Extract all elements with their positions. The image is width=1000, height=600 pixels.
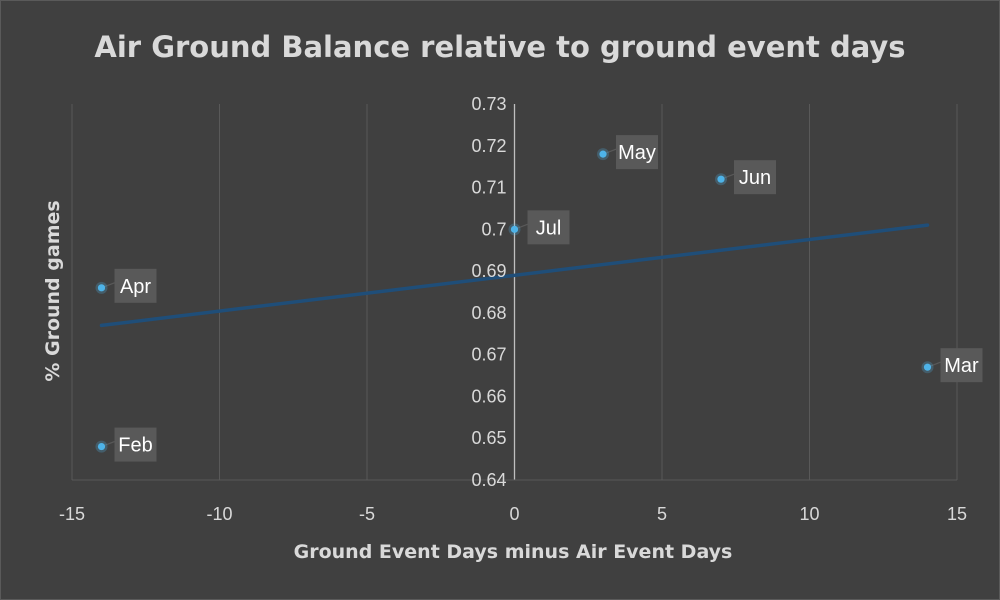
y-tick-label: 0.69 bbox=[471, 261, 506, 281]
data-marker bbox=[97, 284, 106, 292]
data-marker bbox=[923, 363, 932, 371]
data-point-feb: Feb bbox=[95, 427, 157, 462]
y-tick-label: 0.64 bbox=[471, 470, 506, 490]
data-marker bbox=[717, 175, 725, 183]
data-marker bbox=[97, 442, 106, 451]
data-label: Jul bbox=[536, 217, 562, 239]
gridlines bbox=[71, 104, 958, 481]
trendline bbox=[99, 223, 930, 328]
chart-title: Air Ground Balance relative to ground ev… bbox=[94, 30, 905, 64]
y-tick-label: 0.71 bbox=[471, 178, 506, 198]
y-tick-label: 0.67 bbox=[471, 345, 506, 365]
data-label: Mar bbox=[944, 355, 979, 377]
y-tick-label: 0.66 bbox=[471, 386, 506, 406]
y-tick-label: 0.72 bbox=[471, 136, 506, 156]
data-point-mar: Mar bbox=[921, 348, 983, 383]
x-tick-label: 0 bbox=[509, 504, 519, 524]
data-label-box bbox=[114, 268, 157, 303]
data-label: Feb bbox=[118, 435, 152, 457]
data-point-may: May bbox=[597, 135, 658, 170]
data-label: Jun bbox=[739, 167, 771, 189]
data-label-box bbox=[616, 135, 658, 170]
x-tick-label: -15 bbox=[59, 504, 85, 524]
y-axis-title: % Ground games bbox=[42, 200, 64, 381]
data-point-jun: Jun bbox=[715, 160, 776, 195]
data-marker bbox=[510, 225, 519, 233]
x-axis-title: Ground Event Days minus Air Event Days bbox=[294, 541, 733, 563]
data-label: Apr bbox=[120, 276, 151, 298]
y-tick-label: 0.73 bbox=[471, 94, 506, 114]
y-tick-label: 0.7 bbox=[481, 219, 506, 239]
data-label-box bbox=[734, 160, 776, 195]
y-tick-label: 0.68 bbox=[471, 303, 506, 323]
data-label: May bbox=[618, 142, 656, 164]
data-label-box bbox=[114, 427, 157, 462]
data-point-jul: Jul bbox=[508, 210, 570, 245]
data-label-box bbox=[527, 210, 570, 245]
trendline-layer bbox=[99, 223, 930, 328]
data-label-box bbox=[940, 348, 983, 383]
y-tick-label: 0.65 bbox=[471, 428, 506, 448]
tick-labels: -15 -10 -5 0 5 10 15 0.64 0.65 0.66 0.67 0.68 0.69 0.… bbox=[59, 94, 967, 524]
data-points: Feb Apr Jul May Jun Mar bbox=[95, 135, 983, 462]
x-tick-label: 5 bbox=[657, 504, 667, 524]
x-tick-label: 15 bbox=[947, 504, 967, 524]
x-tick-label: -10 bbox=[206, 504, 232, 524]
data-point-apr: Apr bbox=[95, 268, 157, 303]
data-marker bbox=[599, 150, 607, 158]
x-tick-label: 10 bbox=[799, 504, 819, 524]
x-tick-label: -5 bbox=[359, 504, 375, 524]
